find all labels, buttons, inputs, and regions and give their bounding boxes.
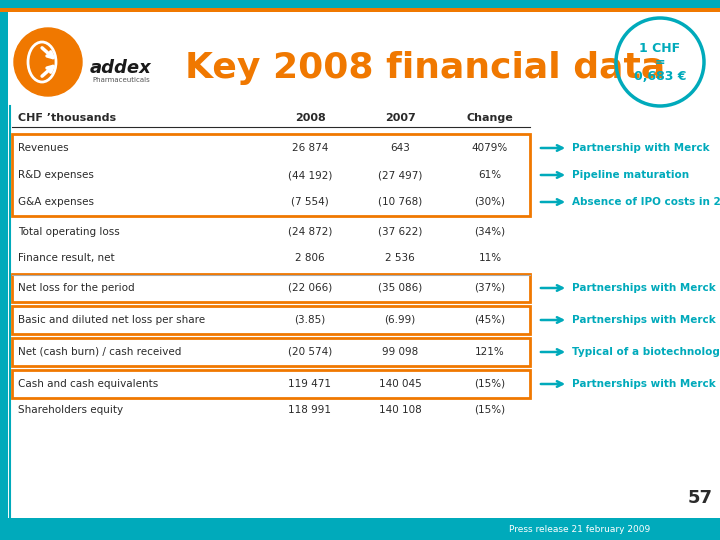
Text: Typical of a biotechnology: Typical of a biotechnology [572,347,720,357]
Text: CHF ’thousands: CHF ’thousands [18,113,116,123]
Text: Net loss for the period: Net loss for the period [18,283,135,293]
Bar [12,338,530,366]
Text: 118 991: 118 991 [289,405,331,415]
Text: Partnerships with Merck: Partnerships with Merck [572,379,716,389]
Text: Shareholders equity: Shareholders equity [18,405,123,415]
Text: Pipeline maturation: Pipeline maturation [572,170,689,180]
Bar [0,12,8,518]
Text: 61%: 61% [478,170,502,180]
Bar [0,0,720,8]
Text: (6.99): (6.99) [384,315,415,325]
Bar [12,370,530,398]
Text: (22 066): (22 066) [288,283,332,293]
Text: 643: 643 [390,143,410,153]
Text: Total operating loss: Total operating loss [18,227,120,237]
Text: 0,683 €: 0,683 € [634,70,686,83]
Text: (10 768): (10 768) [378,197,422,207]
Text: (34%): (34%) [474,227,505,237]
Text: (7 554): (7 554) [291,197,329,207]
Bar [0,8,720,12]
Text: 99 098: 99 098 [382,347,418,357]
Text: Absence of IPO costs in 2007: Absence of IPO costs in 2007 [572,197,720,207]
Text: 121%: 121% [475,347,505,357]
Text: (45%): (45%) [474,315,505,325]
Text: Revenues: Revenues [18,143,68,153]
Text: (37%): (37%) [474,283,505,293]
Text: 2 536: 2 536 [385,253,415,263]
Text: (3.85): (3.85) [294,315,325,325]
Text: 26 874: 26 874 [292,143,328,153]
Text: =: = [654,56,665,69]
Text: (44 192): (44 192) [288,170,332,180]
Text: 119 471: 119 471 [289,379,331,389]
Bar [0,518,720,540]
Text: (24 872): (24 872) [288,227,332,237]
Circle shape [14,28,82,96]
Text: Partnerships with Merck: Partnerships with Merck [572,315,716,325]
Text: Finance result, net: Finance result, net [18,253,114,263]
Text: Basic and diluted net loss per share: Basic and diluted net loss per share [18,315,205,325]
Bar [12,274,530,302]
Text: Partnerships with Merck: Partnerships with Merck [572,283,716,293]
Text: 57: 57 [688,489,713,507]
Text: Pharmaceuticals: Pharmaceuticals [92,77,150,83]
Text: 2007: 2007 [384,113,415,123]
Text: addex: addex [90,59,152,77]
Text: (30%): (30%) [474,197,505,207]
Text: Net (cash burn) / cash received: Net (cash burn) / cash received [18,347,181,357]
Text: 2 806: 2 806 [295,253,325,263]
Text: (20 574): (20 574) [288,347,332,357]
Text: (37 622): (37 622) [378,227,422,237]
Text: G&A expenses: G&A expenses [18,197,94,207]
Text: Key 2008 financial data: Key 2008 financial data [185,51,665,85]
Text: (15%): (15%) [474,405,505,415]
Text: R&D expenses: R&D expenses [18,170,94,180]
Bar [12,134,530,216]
Text: 140 045: 140 045 [379,379,421,389]
Text: Partnership with Merck: Partnership with Merck [572,143,710,153]
Bar [12,306,530,334]
Text: 4079%: 4079% [472,143,508,153]
Text: (15%): (15%) [474,379,505,389]
Text: (27 497): (27 497) [378,170,422,180]
Text: 140 108: 140 108 [379,405,421,415]
Text: Press release 21 february 2009: Press release 21 february 2009 [509,525,651,535]
Text: 11%: 11% [478,253,502,263]
Text: Cash and cash equivalents: Cash and cash equivalents [18,379,158,389]
Text: Change: Change [467,113,513,123]
Text: 1 CHF: 1 CHF [639,42,680,55]
Text: 2008: 2008 [294,113,325,123]
Text: (35 086): (35 086) [378,283,422,293]
